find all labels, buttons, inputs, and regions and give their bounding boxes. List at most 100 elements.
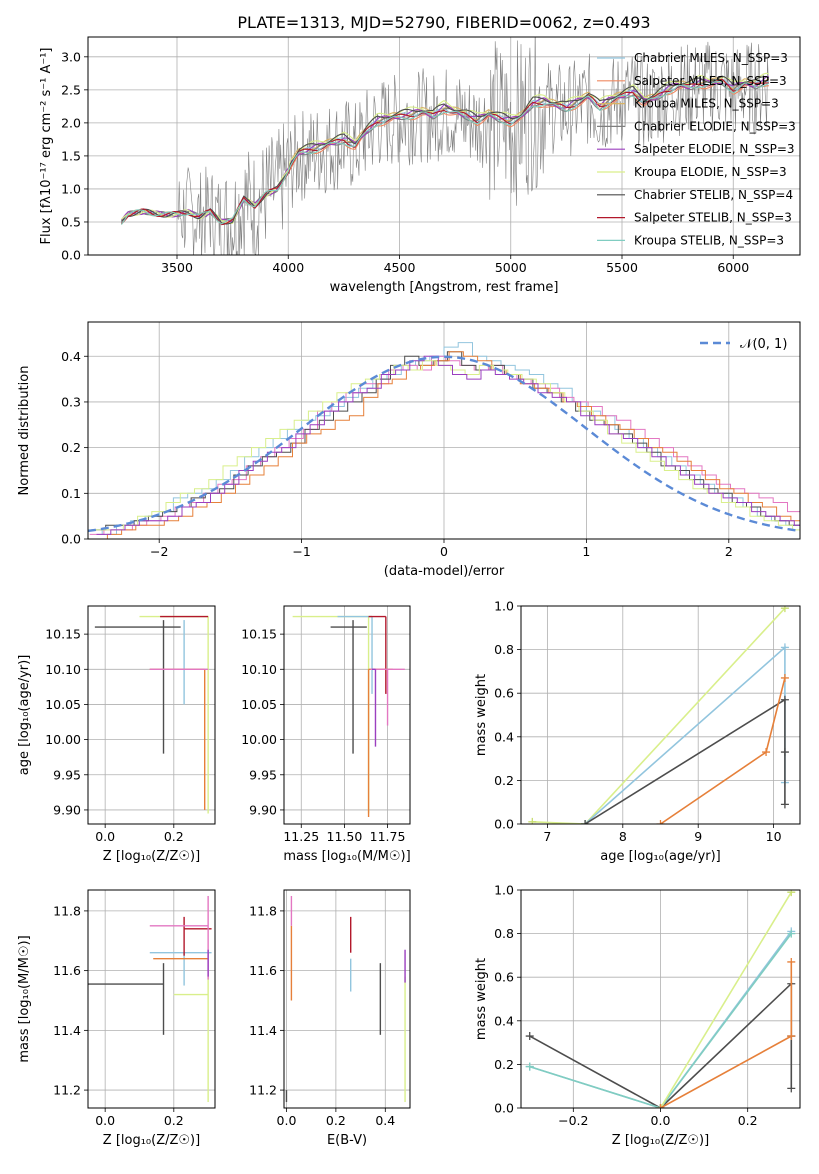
mass-weight-marker: [780, 643, 789, 652]
weight-vs-z-ytick-label: 0.6: [494, 970, 514, 985]
model-spectrum-line: [121, 75, 770, 225]
age-vs-z-xlabel: Z [log₁₀(Z/Z☉)]: [103, 849, 200, 864]
legend-label: Salpeter MILES, N_SSP=3: [634, 74, 787, 88]
age-vs-z-ylabel: age [log₁₀(age/yr)]: [17, 655, 32, 776]
mass-weight-marker: [780, 748, 789, 757]
age-vs-z-plot-area: [94, 615, 209, 814]
mass-vs-z-ylabel: mass [log₁₀(M/M☉)]: [17, 935, 32, 1062]
residuals-ytick-label: 0.4: [61, 349, 81, 364]
residual-histogram-step: [94, 360, 800, 531]
mass-weight-marker: [780, 606, 789, 613]
residuals-xtick-label: 1: [582, 544, 590, 559]
age-vs-z-xtick-label: 0.2: [164, 829, 184, 844]
spectrum-ytick-label: 1.5: [61, 148, 81, 163]
spectrum-xtick-label: 4500: [384, 260, 416, 275]
residual-histogram-step: [96, 355, 800, 535]
legend-label: Kroupa MILES, N_SSP=3: [634, 97, 779, 111]
weight-vs-age-axes: 7 8 9 10 0.0 0.2 0.4 0.6 0.8 1.0 age [log₁₀(age/yr…: [474, 599, 801, 864]
residual-histogram-step: [89, 355, 800, 535]
weight-vs-z-xtick-label: 0.0: [651, 1113, 671, 1128]
legend-label: Kroupa ELODIE, N_SSP=3: [634, 165, 787, 179]
age-vs-mass-ytick-label: 10.15: [241, 627, 277, 642]
weight-vs-age-ytick-label: 0.2: [494, 773, 514, 788]
mass-weight-marker: [525, 1062, 534, 1071]
residuals-xtick-label: 0: [440, 544, 448, 559]
mass-weight-marker: [787, 957, 796, 966]
weight-vs-z-ytick-label: 0.0: [494, 1101, 514, 1116]
legend-label: Salpeter ELODIE, N_SSP=3: [634, 142, 795, 156]
mass-vs-ebv-ytick-label: 11.2: [249, 1083, 277, 1098]
legend-label: Salpeter STELIB, N_SSP=3: [634, 211, 792, 225]
weight-vs-age-ylabel: mass weight: [474, 674, 489, 756]
spectrum-ytick-label: 0.0: [61, 248, 81, 263]
mass-vs-z-xlabel: Z [log₁₀(Z/Z☉)]: [103, 1133, 200, 1148]
spectrum-legend: Chabrier MILES, N_SSP=3 Salpeter MILES, N…: [597, 51, 796, 247]
weight-vs-z-xtick-label: −0.2: [558, 1113, 588, 1128]
residuals-xtick-label: 2: [725, 544, 733, 559]
mass-vs-ebv-frame: [283, 889, 411, 1109]
spectrum-xlabel: wavelength [Angstrom, rest frame]: [330, 280, 559, 295]
spectrum-xtick-label: 4000: [272, 260, 304, 275]
weight-vs-age-xtick-label: 7: [543, 829, 551, 844]
weight-vs-age-plot-area: [528, 606, 789, 824]
weight-vs-z-ytick-label: 0.2: [494, 1057, 514, 1072]
model-spectrum-line: [120, 81, 770, 225]
weight-vs-z-ytick-label: 0.4: [494, 1013, 514, 1028]
age-vs-mass-xtick-label: 11.50: [327, 829, 363, 844]
mass-weight-marker: [762, 748, 771, 757]
mass-weight-marker: [780, 673, 789, 682]
model-spectrum-line: [121, 78, 769, 226]
mass-weight-marker: [787, 890, 796, 897]
age-vs-mass-frame: [283, 605, 411, 825]
weight-vs-z-xlabel: Z [log₁₀(Z/Z☉)]: [612, 1133, 709, 1148]
legend-label: 𝒩(0, 1): [740, 337, 787, 352]
residuals-ytick-label: 0.2: [61, 440, 81, 455]
legend-label: Chabrier MILES, N_SSP=3: [634, 51, 788, 65]
age-vs-mass-axes: 11.25 11.50 11.75 9.90 9.95 10.00 10.05 10.10 10…: [241, 605, 411, 864]
residual-histogram-step: [93, 351, 800, 539]
weight-vs-age-ytick-label: 0.0: [494, 817, 514, 832]
age-vs-z-axes: 0.0 0.2 9.90 9.95 10.00 10.05 10.10 10.15 Z [log…: [17, 605, 216, 864]
residuals-xtick-label: −1: [292, 544, 310, 559]
age-vs-mass-xlabel: mass [log₁₀(M/M☉)]: [283, 849, 410, 864]
age-vs-mass-ytick-label: 10.10: [241, 662, 277, 677]
spectrum-ytick-label: 3.0: [61, 49, 81, 64]
mass-weight-marker: [525, 1032, 534, 1041]
age-vs-mass-ytick-label: 10.00: [241, 732, 277, 747]
weight-vs-age-xtick-label: 8: [619, 829, 627, 844]
weight-vs-z-axes: −0.2 0.0 0.2 0.0 0.2 0.4 0.6 0.8 1.0 Z [log₁₀(Z/Z…: [474, 883, 801, 1148]
age-vs-z-ytick-label: 10.15: [45, 627, 81, 642]
residuals-ytick-label: 0.0: [61, 532, 81, 547]
residuals-legend: 𝒩(0, 1): [700, 337, 787, 352]
spectrum-axes: 3500 4000 4500 5000 5500 6000 0.0 0.5 1.0 1.5 2.0 2…: [39, 36, 801, 295]
weight-vs-age-frame: [520, 605, 801, 825]
residuals-axes: −2 −1 0 1 2 0.0 0.1 0.2 0.3 0.4 (data-model)/error…: [17, 321, 801, 579]
weight-vs-z-ytick-label: 1.0: [494, 883, 514, 898]
mass-vs-z-ytick-label: 11.2: [53, 1083, 81, 1098]
mass-weight-marker: [780, 800, 789, 809]
weight-vs-age-xtick-label: 9: [694, 829, 702, 844]
mass-vs-ebv-ytick-label: 11.8: [249, 903, 277, 918]
age-vs-mass-ytick-label: 10.05: [241, 697, 277, 712]
mass-vs-ebv-axes: 0.0 0.2 0.4 11.2 11.4 11.6 11.8 E(B-V): [249, 889, 411, 1148]
weight-vs-z-ytick-label: 0.8: [494, 926, 514, 941]
normal-distribution-curve: [88, 355, 800, 533]
mass-vs-z-ytick-label: 11.4: [53, 1023, 81, 1038]
age-vs-z-ytick-label: 10.10: [45, 662, 81, 677]
weight-vs-z-plot-area: [525, 890, 796, 1108]
mass-weight-line: [660, 961, 793, 1108]
spectrum-xtick-label: 5500: [606, 260, 638, 275]
mass-vs-ebv-ytick-label: 11.6: [249, 963, 277, 978]
age-vs-mass-plot-area: [292, 615, 405, 817]
spectrum-ylabel: Flux [fλ10⁻¹⁷ erg cm⁻² s⁻¹ A⁻¹]: [39, 48, 54, 245]
spectrum-xtick-label: 3500: [161, 260, 193, 275]
residual-histogram-step: [91, 351, 800, 531]
weight-vs-age-ytick-label: 1.0: [494, 599, 514, 614]
spectrum-ytick-label: 2.5: [61, 82, 81, 97]
mass-weight-marker: [656, 1104, 665, 1108]
mass-vs-ebv-ytick-label: 11.4: [249, 1023, 277, 1038]
mass-vs-z-xtick-label: 0.0: [95, 1113, 115, 1128]
residuals-plot-area: [88, 342, 800, 539]
weight-vs-age-xtick-label: 10: [766, 829, 782, 844]
